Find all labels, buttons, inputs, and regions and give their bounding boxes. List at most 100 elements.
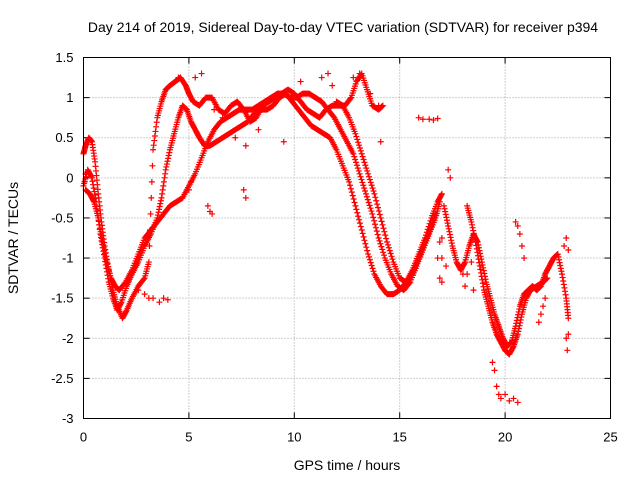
data-point: [135, 287, 142, 294]
data-point: [360, 182, 367, 189]
y-tick-label: 0.5: [55, 130, 73, 145]
data-point: [157, 197, 164, 204]
data-point: [153, 123, 160, 130]
data-point: [506, 397, 513, 404]
data-point: [556, 256, 563, 263]
data-point: [468, 259, 475, 266]
data-point: [353, 133, 360, 140]
data-point: [165, 155, 172, 162]
data-point: [366, 202, 373, 209]
data-point: [95, 218, 102, 225]
data-point: [365, 173, 372, 180]
y-tick-label: -1.5: [51, 291, 73, 306]
data-point: [502, 391, 509, 398]
data-point: [476, 259, 483, 266]
x-axis-label: GPS time / hours: [294, 457, 401, 473]
data-point: [436, 239, 443, 246]
data-point: [354, 136, 361, 143]
data-point: [383, 235, 390, 242]
data-point: [515, 325, 522, 332]
data-point: [95, 214, 102, 221]
data-point: [163, 161, 170, 168]
data-point: [561, 243, 568, 250]
data-point: [559, 271, 566, 278]
data-point: [445, 222, 452, 229]
data-point: [360, 156, 367, 163]
data-point: [384, 241, 391, 248]
data-point: [438, 192, 445, 199]
data-point: [517, 319, 524, 326]
x-tick-label: 25: [603, 430, 617, 445]
data-point: [369, 185, 376, 192]
data-point: [150, 295, 157, 302]
data-point: [377, 138, 384, 145]
data-point: [440, 202, 447, 209]
data-point: [377, 214, 384, 221]
data-point: [445, 166, 452, 173]
data-point: [351, 199, 358, 206]
data-point: [358, 226, 365, 233]
data-point: [565, 331, 572, 338]
data-point: [470, 227, 477, 234]
data-point: [165, 152, 172, 159]
data-point: [385, 244, 392, 251]
data-point: [379, 246, 386, 253]
data-point: [141, 291, 148, 298]
data-point: [97, 225, 104, 232]
data-point: [155, 209, 162, 216]
data-point: [375, 204, 382, 211]
data-point: [357, 147, 364, 154]
x-tick-label: 5: [185, 430, 192, 445]
data-point: [559, 274, 566, 281]
data-point: [419, 116, 426, 123]
data-point: [374, 231, 381, 238]
data-point: [375, 235, 382, 241]
data-point: [479, 280, 486, 287]
y-tick-label: -3: [62, 411, 74, 426]
data-point: [442, 211, 449, 218]
data-point: [558, 268, 565, 275]
data-point: [363, 165, 370, 172]
data-point: [364, 196, 371, 203]
data-point: [356, 70, 363, 77]
data-point: [432, 210, 439, 217]
x-tick-label: 15: [392, 430, 406, 445]
data-point: [163, 163, 170, 170]
data-point: [156, 203, 163, 210]
data-point: [378, 218, 385, 225]
data-point: [90, 197, 97, 204]
data-point: [535, 319, 542, 326]
data-point: [158, 194, 165, 201]
data-point: [359, 230, 366, 237]
data-point: [472, 239, 479, 246]
data-point: [157, 200, 164, 207]
data-point: [91, 188, 98, 195]
data-point: [470, 230, 477, 237]
data-point: [544, 275, 551, 282]
data-point: [150, 146, 157, 153]
data-point: [364, 167, 371, 174]
data-point: [369, 210, 376, 217]
data-point: [371, 217, 378, 224]
data-point: [347, 182, 354, 189]
data-point: [372, 221, 379, 228]
data-point: [356, 170, 363, 177]
data-point: [389, 256, 396, 263]
data-point: [349, 192, 356, 199]
data-point: [510, 395, 517, 402]
y-axis-ticks: -3 -2.5 -2 -1.5 -1 -0.5 0 0.5 1 1.5: [51, 50, 611, 426]
data-point: [476, 263, 483, 270]
data-point: [479, 261, 486, 268]
data-point: [242, 142, 249, 149]
data-point: [371, 190, 378, 197]
data-point: [363, 244, 370, 251]
data-point: [446, 228, 453, 235]
data-point: [100, 241, 107, 248]
data-point: [360, 233, 367, 240]
data-point: [374, 201, 381, 208]
data-point: [368, 208, 375, 215]
data-point: [556, 259, 563, 266]
data-point: [352, 202, 359, 209]
data-point: [517, 316, 524, 323]
data-point: [352, 156, 359, 163]
